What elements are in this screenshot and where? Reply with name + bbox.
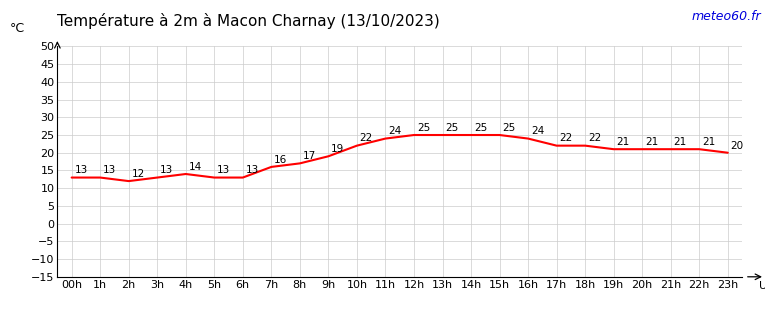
Text: 21: 21 — [617, 137, 630, 147]
Text: 22: 22 — [588, 133, 601, 143]
Text: 24: 24 — [388, 126, 402, 136]
Text: 13: 13 — [246, 165, 259, 175]
Text: 25: 25 — [474, 123, 487, 133]
Text: 25: 25 — [417, 123, 430, 133]
Text: 13: 13 — [160, 165, 173, 175]
Text: °C: °C — [10, 22, 25, 36]
Text: 24: 24 — [531, 126, 544, 136]
Text: 22: 22 — [360, 133, 373, 143]
Text: 21: 21 — [645, 137, 658, 147]
Text: 13: 13 — [217, 165, 230, 175]
Text: 17: 17 — [303, 151, 316, 161]
Text: 14: 14 — [188, 162, 202, 172]
Text: Température à 2m à Macon Charnay (13/10/2023): Température à 2m à Macon Charnay (13/10/… — [57, 13, 440, 29]
Text: 19: 19 — [331, 144, 344, 154]
Text: 21: 21 — [702, 137, 715, 147]
Text: 16: 16 — [274, 155, 288, 165]
Text: 12: 12 — [132, 169, 145, 179]
Text: 21: 21 — [673, 137, 687, 147]
Text: 25: 25 — [503, 123, 516, 133]
Text: UTC: UTC — [759, 281, 765, 291]
Text: 13: 13 — [103, 165, 116, 175]
Text: 22: 22 — [559, 133, 573, 143]
Text: 25: 25 — [445, 123, 458, 133]
Text: 13: 13 — [74, 165, 88, 175]
Text: 20: 20 — [731, 140, 744, 151]
Text: meteo60.fr: meteo60.fr — [692, 10, 761, 23]
